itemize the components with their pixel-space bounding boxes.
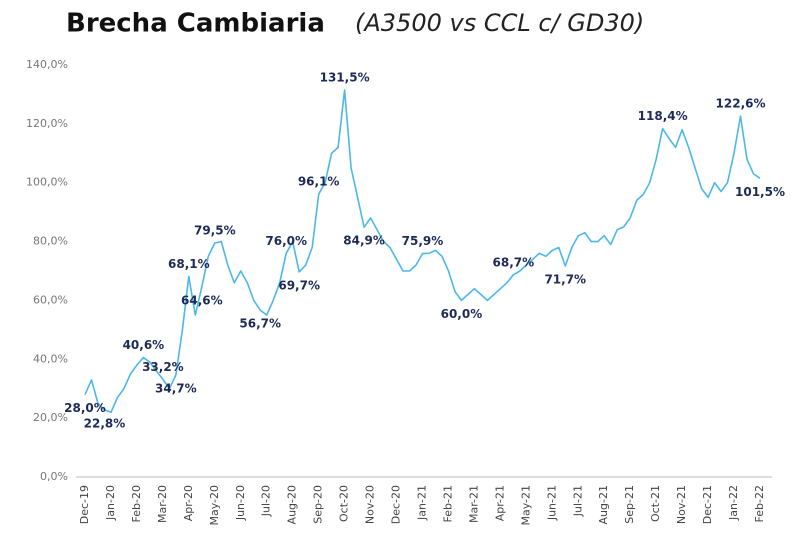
x-tick-label: Sep-20: [312, 485, 325, 524]
data-label: 60,0%: [441, 307, 483, 321]
x-tick-label: Mar-21: [467, 485, 480, 523]
chart-subtitle: (A3500 vs CCL c/ GD30): [355, 9, 644, 37]
data-label: 68,7%: [493, 255, 535, 269]
y-tick-label: 120,0%: [26, 117, 68, 130]
x-tick-label: Dec-19: [78, 485, 91, 524]
x-tick-label: Jul-20: [260, 485, 273, 517]
x-tick-label: Mar-20: [156, 485, 169, 523]
x-tick-label: Aug-20: [286, 485, 299, 524]
y-tick-label: 60,0%: [33, 293, 68, 306]
x-tick-label: Jun-20: [234, 485, 247, 521]
data-label: 40,6%: [123, 338, 165, 352]
data-label: 69,7%: [278, 278, 320, 292]
x-tick-label: Dec-20: [390, 485, 403, 524]
data-label: 71,7%: [544, 272, 586, 286]
data-label: 79,5%: [194, 224, 236, 238]
x-tick-label: Feb-20: [130, 485, 143, 522]
y-tick-label: 20,0%: [33, 411, 68, 424]
y-tick-label: 0,0%: [40, 470, 68, 483]
x-tick-label: Jul-21: [571, 485, 584, 517]
x-tick-label: Jun-21: [545, 485, 558, 521]
data-label: 131,5%: [320, 71, 370, 85]
chart-title: Brecha Cambiaria: [66, 9, 325, 39]
x-tick-label: Feb-21: [441, 485, 454, 522]
y-tick-label: 100,0%: [26, 176, 68, 189]
data-label: 96,1%: [298, 175, 340, 189]
x-tick-label: Nov-21: [675, 485, 688, 524]
x-tick-label: Oct-20: [338, 485, 351, 522]
x-tick-label: Feb-22: [753, 485, 766, 522]
data-line: [84, 89, 761, 414]
y-tick-label: 40,0%: [33, 352, 68, 365]
data-label: 76,0%: [265, 234, 307, 248]
data-label: 64,6%: [181, 293, 223, 307]
data-label: 34,7%: [155, 381, 197, 395]
data-label: 122,6%: [716, 97, 766, 111]
data-label: 56,7%: [239, 317, 281, 331]
x-tick-label: Jan-21: [416, 485, 429, 521]
x-tick-label: Aug-21: [597, 485, 610, 524]
data-label: 75,9%: [402, 234, 444, 248]
data-label: 22,8%: [84, 416, 126, 430]
data-label: 101,5%: [735, 185, 785, 199]
x-tick-label: Nov-20: [364, 485, 377, 524]
x-tick-label: Jan-22: [727, 485, 740, 521]
data-label: 118,4%: [638, 109, 688, 123]
data-label: 84,9%: [343, 234, 385, 248]
data-label: 28,0%: [64, 401, 106, 415]
x-tick-label: Dec-21: [701, 485, 714, 524]
x-tick-label: Jan-20: [104, 485, 117, 521]
x-tick-label: Oct-21: [649, 485, 662, 522]
x-tick-label: Sep-21: [623, 485, 636, 524]
data-label: 33,2%: [142, 360, 184, 374]
x-tick-label: Apr-20: [182, 485, 195, 521]
x-tick-label: Apr-21: [493, 485, 506, 521]
y-tick-label: 140,0%: [26, 58, 68, 71]
x-tick-label: May-20: [208, 485, 221, 526]
y-tick-label: 80,0%: [33, 235, 68, 248]
x-tick-label: May-21: [519, 485, 532, 526]
data-label: 68,1%: [168, 257, 210, 271]
